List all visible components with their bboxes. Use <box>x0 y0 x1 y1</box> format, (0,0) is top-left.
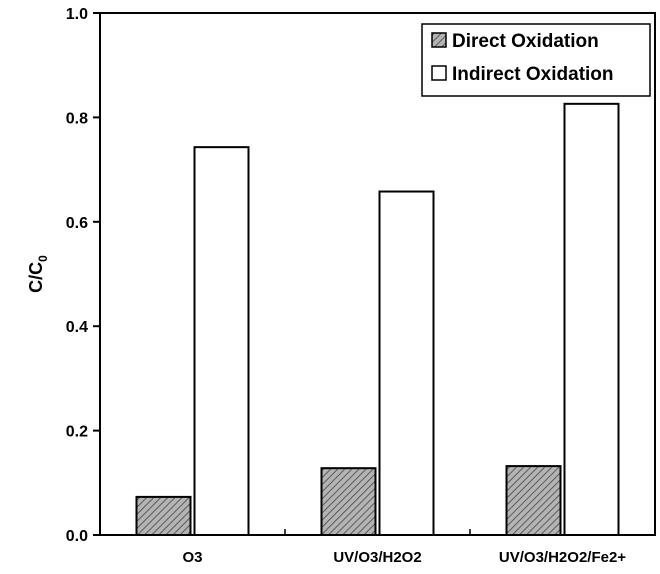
x-axis: O3 UV/O3/H2O2 UV/O3/H2O2/Fe2+ <box>182 529 626 566</box>
y-tick-label: 0.0 <box>66 528 88 545</box>
y-axis-label-main: C/C <box>26 262 46 293</box>
y-axis-label-subscript: 0 <box>36 255 50 262</box>
legend: Direct Oxidation Indirect Oxidation <box>421 23 651 97</box>
plot-area <box>99 12 656 536</box>
x-category-label: UV/O3/H2O2 <box>333 549 421 566</box>
bar-direct-oxidation <box>320 467 377 536</box>
x-category-label: O3 <box>182 549 202 566</box>
legend-frame <box>421 23 651 97</box>
legend-swatch-indirect <box>431 65 447 81</box>
legend-swatch-direct <box>431 32 447 48</box>
bar-indirect-oxidation <box>378 190 435 537</box>
y-tick-label: 0.4 <box>66 319 88 336</box>
bar-indirect-oxidation <box>563 102 620 536</box>
y-axis: 0.0 0.2 0.4 0.6 0.8 1.0 <box>66 6 100 545</box>
y-tick-label: 0.2 <box>66 424 88 441</box>
legend-label-indirect: Indirect Oxidation <box>452 64 614 85</box>
y-tick-label: 0.8 <box>66 110 88 127</box>
bar-indirect-oxidation <box>193 146 250 537</box>
bar-direct-oxidation <box>505 465 562 537</box>
bar-direct-oxidation <box>135 495 192 537</box>
plot-frame <box>99 12 656 536</box>
y-tick-label: 0.6 <box>66 215 88 232</box>
bars <box>135 102 620 537</box>
legend-label-direct: Direct Oxidation <box>452 31 599 52</box>
y-tick-label: 1.0 <box>66 6 88 23</box>
x-category-label: UV/O3/H2O2/Fe2+ <box>499 549 626 566</box>
y-axis-label: C/C0 <box>26 255 50 293</box>
